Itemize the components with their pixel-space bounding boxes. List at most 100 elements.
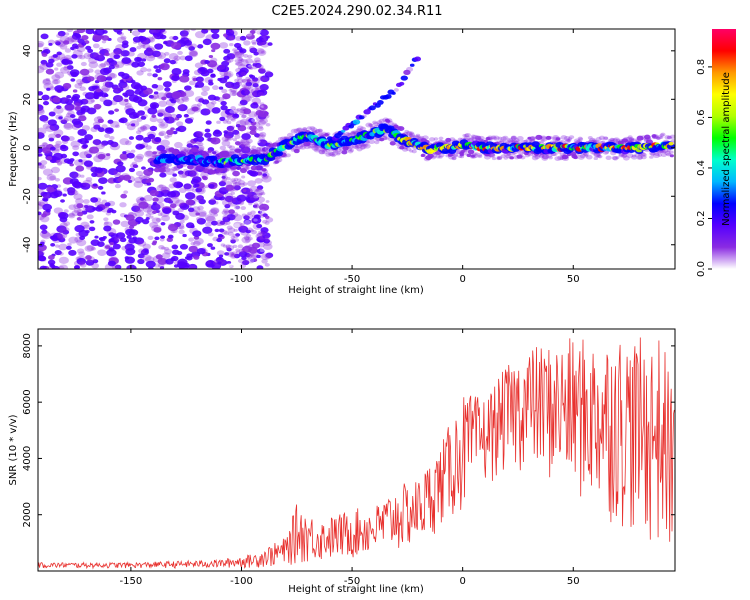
spectrogram-point	[243, 54, 249, 58]
spectrogram-point	[141, 166, 146, 170]
spectrogram-point	[253, 218, 258, 222]
snr-x-label: Height of straight line (km)	[288, 584, 424, 595]
spectrogram-point	[114, 63, 120, 68]
spectrogram-point	[564, 139, 571, 144]
spectrogram-point	[222, 152, 229, 158]
colorbar-gradient	[712, 29, 736, 269]
spectrogram-point	[169, 36, 175, 40]
spectrogram-point	[146, 47, 152, 52]
spectrogram-point	[193, 168, 199, 173]
spectrogram-point	[177, 104, 185, 111]
spectrogram-point	[211, 33, 220, 40]
spectrogram-point	[98, 177, 108, 185]
spectrogram-point	[183, 168, 188, 172]
spectrogram-point	[255, 139, 261, 144]
spectrogram-point	[253, 51, 259, 56]
spectrogram-point	[152, 240, 158, 244]
spectrogram-point	[80, 182, 91, 190]
spectrogram-point	[246, 79, 251, 83]
spectrogram-point	[71, 118, 81, 125]
spectrogram-point	[224, 195, 234, 203]
spectrogram-point	[359, 126, 366, 131]
spectrogram-point	[42, 100, 50, 106]
spectrogram-point	[344, 131, 351, 137]
spectrogram-point	[221, 173, 227, 177]
spectrogram-point	[164, 51, 170, 56]
spectrogram-point	[124, 98, 129, 102]
spectrogram-point	[161, 252, 171, 259]
spectrogram-point	[163, 246, 170, 251]
spectrogram-point	[152, 151, 157, 155]
spectrogram-point	[185, 148, 191, 153]
spectrogram-point	[48, 58, 55, 64]
spectrogram-point	[196, 103, 202, 107]
spectrogram-point	[38, 104, 44, 112]
spectrogram-point	[160, 186, 170, 194]
spectrogram-point	[140, 115, 147, 120]
spectrogram-point	[186, 140, 195, 146]
spectrogram-point	[81, 125, 91, 131]
spectrogram-point	[151, 154, 157, 158]
spectrogram-point	[524, 153, 530, 158]
spectrogram-point	[257, 119, 267, 126]
spectrogram-point	[117, 87, 124, 92]
spectrogram-point	[145, 213, 152, 218]
spectrogram-point	[636, 155, 643, 160]
spectrogram-point	[106, 72, 116, 79]
spectrogram-point	[510, 135, 517, 140]
spectrogram-point	[264, 215, 270, 219]
spectrogram-point	[176, 121, 184, 127]
spectrogram-point	[52, 96, 61, 103]
spectrogram-point	[296, 127, 304, 133]
spectrogram-point	[254, 214, 260, 219]
spectrogram-point	[188, 237, 195, 242]
spectrogram-point	[223, 150, 229, 156]
spectrogram-point	[127, 51, 135, 57]
spectrogram-point	[199, 188, 205, 193]
spectrogram-point	[126, 264, 137, 269]
spectrogram-point	[171, 75, 180, 82]
spectrogram-point	[163, 92, 172, 99]
spectrogram-point	[188, 245, 198, 253]
spectrogram-point	[152, 197, 159, 202]
spectrogram-point	[233, 223, 240, 228]
spectrogram-point	[615, 156, 620, 159]
spectrogram-point	[188, 46, 195, 51]
spectrogram-point	[238, 110, 245, 114]
spectrogram-point	[60, 119, 68, 125]
spectrogram-point	[415, 135, 421, 139]
spectrogram-point	[157, 112, 164, 117]
spectrogram-point	[186, 143, 193, 148]
spectrogram-point	[397, 126, 405, 131]
colorbar-label: Normalized spectral amplitude	[721, 72, 732, 226]
spectrogram-point	[238, 180, 245, 185]
spectrogram-point	[105, 153, 111, 157]
spectrogram-point	[56, 51, 62, 56]
spectrogram-point	[641, 152, 647, 157]
spectrogram-point	[107, 119, 114, 124]
spectrogram-point	[611, 156, 618, 161]
spectrogram-point	[94, 235, 99, 239]
spectrogram-point	[451, 156, 457, 161]
spectrogram-point	[87, 68, 94, 73]
spectrogram-point	[649, 155, 654, 159]
spectrogram-point	[252, 126, 259, 132]
spectrogram-point	[235, 166, 242, 170]
spectrogram-point	[144, 106, 151, 111]
spectrogram-point	[240, 206, 247, 211]
spectrogram-point	[143, 168, 154, 176]
spectrogram-point	[48, 137, 55, 142]
spectrogram-point	[54, 67, 59, 71]
spectrogram-point	[234, 78, 240, 83]
spectrogram-point	[253, 113, 259, 117]
spectrogram-point	[51, 265, 61, 269]
spectrogram-point	[145, 260, 156, 268]
spectrogram-point	[68, 188, 77, 195]
spectrogram-point	[591, 138, 597, 142]
spectrogram-point	[449, 137, 456, 142]
spectrogram-point	[213, 213, 219, 217]
spectrogram-point	[256, 236, 266, 243]
spectrogram-point	[261, 206, 266, 210]
spectrogram-point	[89, 220, 95, 224]
spectrogram-point	[372, 120, 378, 125]
